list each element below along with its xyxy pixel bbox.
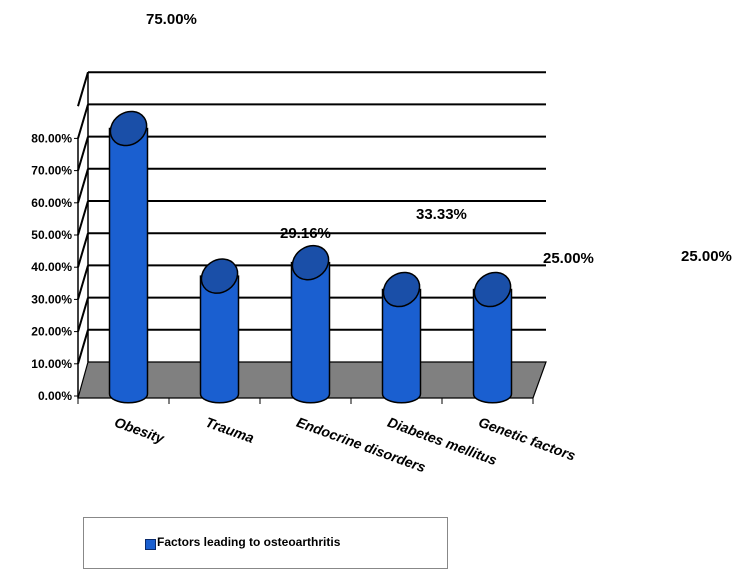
y-tick-label: 70.00%: [31, 164, 72, 178]
y-tick-label: 10.00%: [31, 357, 72, 371]
bar-top: [200, 258, 239, 294]
gridline-side: [77, 71, 89, 107]
legend-label: Factors leading to osteoarthritis: [157, 535, 341, 549]
data-label: 29.16%: [280, 225, 331, 242]
bar: [108, 127, 149, 404]
gridline-side: [77, 232, 89, 268]
data-label: 75.00%: [146, 11, 197, 28]
data-label: 33.33%: [416, 206, 467, 223]
legend-swatch: [145, 539, 156, 550]
x-category-label: Obesity: [112, 414, 167, 447]
bar-top: [291, 244, 330, 281]
y-tick-label: 40.00%: [31, 260, 72, 274]
y-tick-label: 0.00%: [38, 389, 72, 403]
bar-top: [109, 110, 148, 147]
gridline-side: [77, 168, 89, 204]
x-category-label: Trauma: [203, 414, 256, 446]
gridline-side: [77, 329, 89, 365]
bar-top: [382, 271, 421, 308]
y-tick-label: 30.00%: [31, 292, 72, 306]
bar: [472, 288, 513, 404]
gridline-side: [77, 297, 89, 332]
y-tick-label: 80.00%: [31, 131, 72, 145]
bar: [290, 261, 331, 404]
bar: [199, 275, 240, 404]
bar: [381, 288, 422, 404]
gridline-side: [77, 136, 89, 171]
data-label: 25.00%: [681, 248, 732, 265]
gridline-side: [77, 265, 89, 300]
legend: Factors leading to osteoarthritis: [83, 517, 448, 569]
y-tick-label: 60.00%: [31, 196, 72, 210]
bar-top: [473, 271, 512, 308]
gridline-side: [77, 104, 89, 139]
gridline-side: [77, 200, 89, 236]
data-label: 25.00%: [543, 250, 594, 267]
y-tick-label: 50.00%: [31, 228, 72, 242]
y-tick-label: 20.00%: [31, 325, 72, 339]
